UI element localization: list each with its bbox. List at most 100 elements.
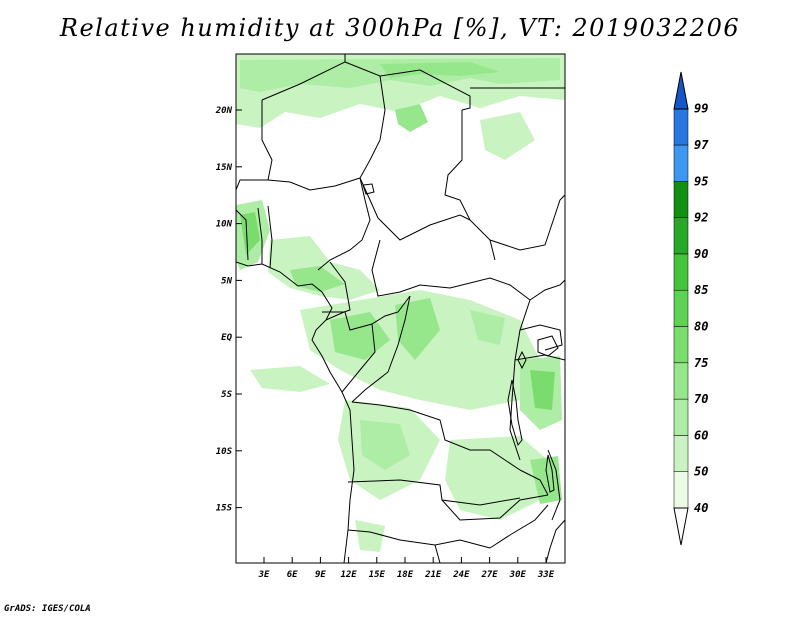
colorbar-level-label: 50 [694,465,708,479]
border-botswana [434,544,441,563]
lake-albert [517,350,527,370]
lon-label: 21E [424,570,442,580]
coastline-west [236,261,355,563]
lakes [362,183,559,493]
lake-tanganyika [507,379,523,447]
border-zimbabwe [489,504,549,549]
border-cameroon [325,261,351,321]
colorbar-top-arrow [673,71,689,110]
colorbar-level-label: 97 [694,138,709,152]
colorbar-boxes [673,108,689,509]
longitude-axis: 3E 6E 9E 12E 15E 18E 21E 24E 27E 30E 33E [258,557,555,580]
lat-label: 10S [216,447,233,457]
lon-label: 3E [258,570,270,580]
border-ss-east [529,279,565,301]
border-zambia [441,494,549,521]
colorbar-level-label: 90 [694,247,708,261]
border-namibia [347,529,491,549]
lon-label: 27E [480,570,498,580]
colorbar-box [673,435,689,472]
colorbar-level-label: 75 [694,356,708,370]
coastline-east [545,519,565,563]
colorbar-level-label: 92 [694,211,708,225]
border-malawi [547,449,561,521]
lon-label: 12E [340,570,357,580]
colorbar-level-label: 70 [694,392,708,406]
border-togo [257,207,263,264]
lon-label: 18E [397,570,414,580]
colorbar-box [673,471,689,509]
colorbar-labels: 40 50 60 70 75 80 85 90 92 95 97 99 [694,102,709,515]
colorbar-level-label: 80 [694,320,708,334]
shade-south-b [445,436,548,520]
colorbar-box [673,289,689,327]
lat-label: 5N [221,276,232,286]
colorbar-box [673,144,689,182]
shade-east-lakes-core [530,370,555,410]
border-congo [341,323,376,393]
lat-label: 10N [216,220,233,230]
latitude-axis: 20N 15N 10N 5N EQ 5S 10S 15S [215,106,242,514]
lon-label: 33E [537,570,555,580]
colorbar-level-label: 60 [694,428,708,442]
border-angola-south [347,479,521,506]
border-n3 [359,75,386,219]
shade-congo-core3 [470,310,505,345]
shade-north-patch [395,104,428,132]
shade-south-a-core [360,420,410,470]
map-title: Relative humidity at 300hPa [%], VT: 201… [59,14,741,42]
shade-south-b-core [530,456,562,504]
shade-north-strong [380,62,500,78]
map-frame [235,53,566,564]
shade-west-coast-core [240,212,260,255]
lon-label: 6E [287,570,298,580]
border-moz [519,469,549,496]
colorbar-box [673,253,689,291]
colorbar-box [673,181,689,218]
border-ghana [236,209,249,261]
border-drc-west [351,295,411,403]
border-n1 [261,54,346,101]
shade-south-c [355,520,385,552]
lake-victoria [537,335,559,357]
border-niger-nigeria [267,177,361,191]
lat-label: 5S [221,390,232,400]
shade-ne-patch [480,112,535,160]
border-sudan-ss [489,194,565,251]
lat-label: 20N [215,106,233,116]
colorbar-box [673,108,689,146]
lat-label: 15N [216,163,233,173]
shade-angola-coast [250,366,330,392]
border-mali [236,100,273,191]
border-drc-east [509,299,531,461]
colorbar-level-label: 95 [694,174,708,188]
lon-label: 30E [509,570,527,580]
colorbar-box [673,217,689,255]
border-drc-angola [351,401,521,471]
border-uganda [519,324,563,351]
boundaries [236,54,565,563]
lon-label: 9E [315,570,326,580]
colorbar-box [673,326,689,364]
colorbar-level-label: 40 [694,501,708,515]
colorbar-box [673,398,689,436]
grads-credit: GrADS: IGES/COLA [4,604,91,614]
lon-label: 15E [369,570,386,580]
border-n4 [444,110,496,261]
lake-malawi [545,454,555,493]
colorbar-level-label: 85 [694,283,708,297]
lon-label: 24E [452,570,470,580]
colorbar-bottom-arrow [673,507,689,546]
border-benin [267,205,273,269]
lake-chad [362,183,375,195]
colorbar-level-label: 99 [694,102,708,116]
border-nigeria-east [317,177,371,271]
border-car [371,239,531,301]
lat-label: 15S [216,504,233,514]
colorbar-box [673,362,689,400]
border-n2 [344,61,471,111]
border-chad-car [377,214,471,241]
humidity-shading [236,54,565,552]
